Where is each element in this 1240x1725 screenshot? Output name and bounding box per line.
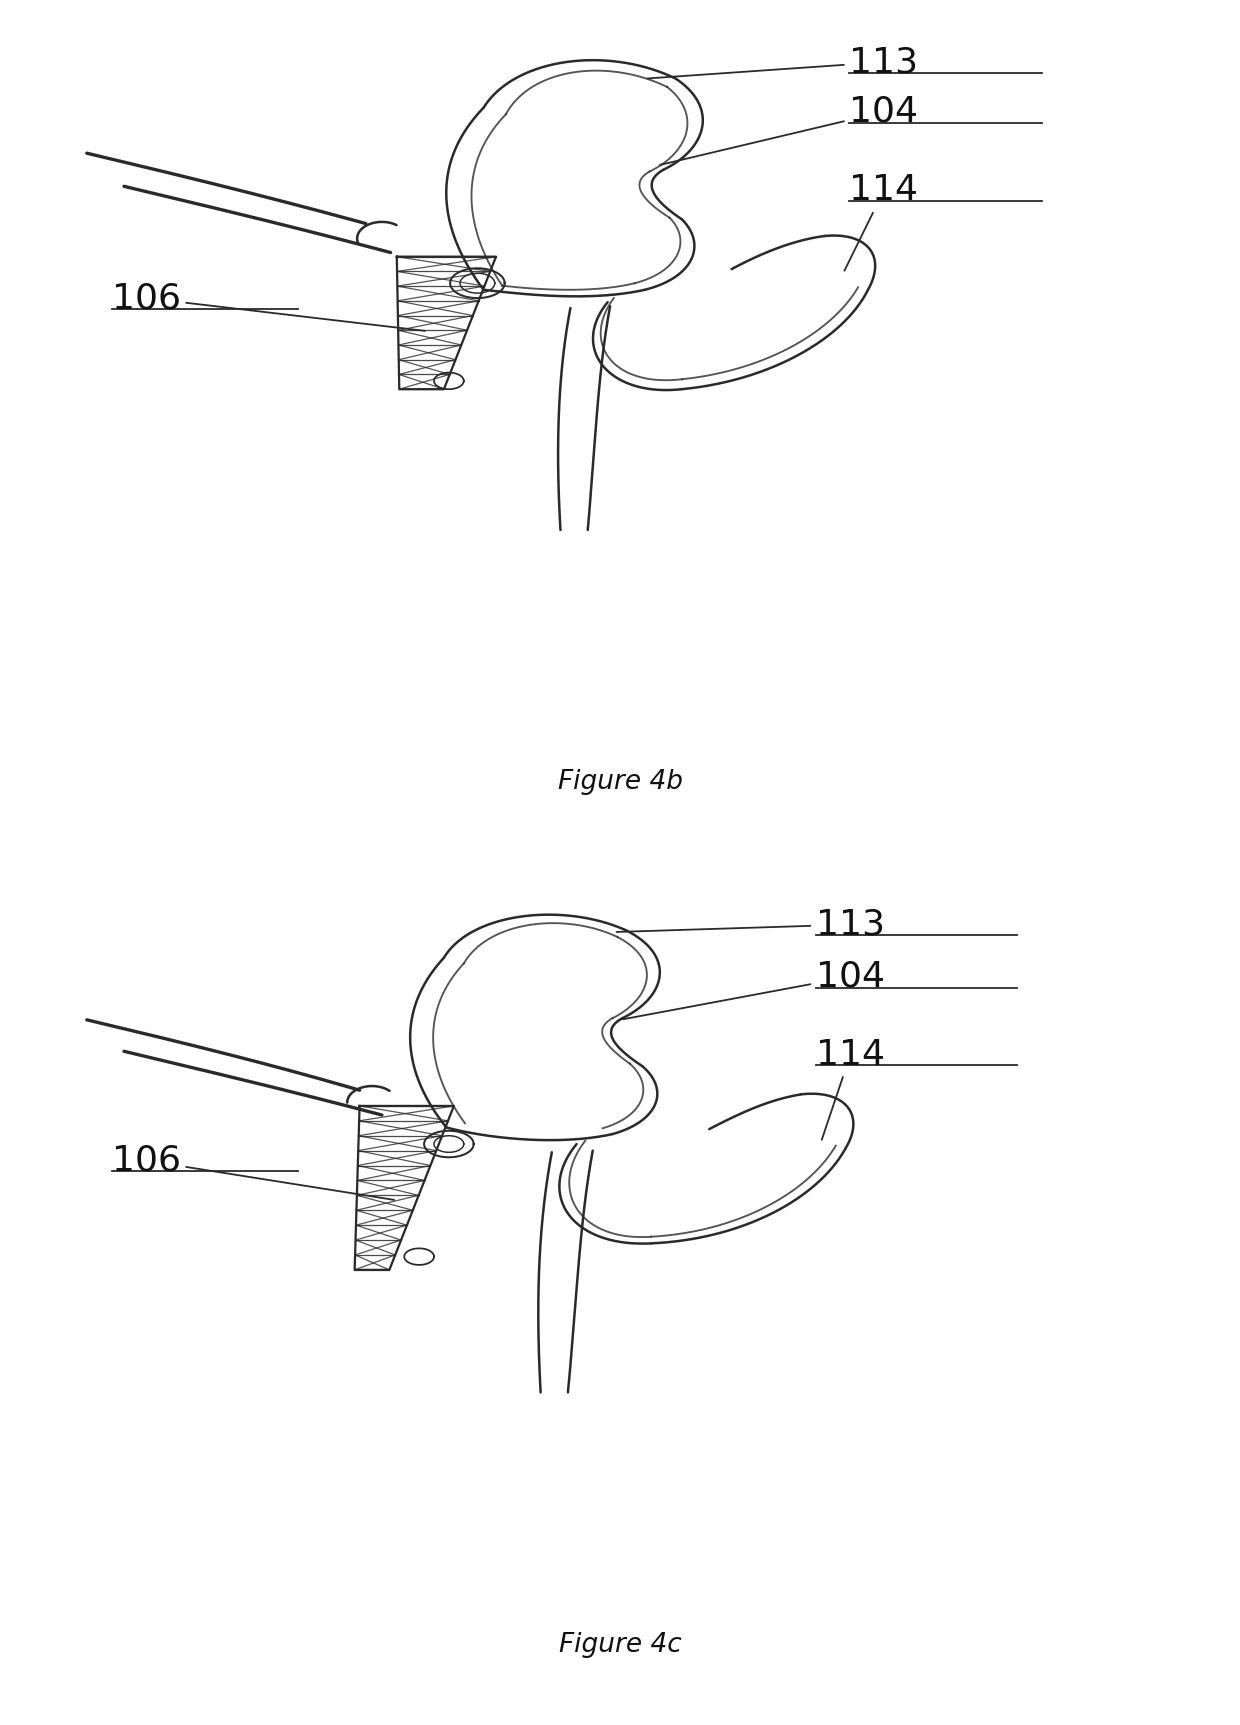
Text: 114: 114 bbox=[844, 174, 919, 271]
Text: 113: 113 bbox=[647, 45, 919, 79]
Text: Figure 4b: Figure 4b bbox=[558, 769, 682, 795]
Text: Figure 4c: Figure 4c bbox=[559, 1632, 681, 1658]
Text: 104: 104 bbox=[622, 959, 885, 1019]
Text: 104: 104 bbox=[660, 95, 919, 166]
Text: 114: 114 bbox=[816, 1038, 885, 1140]
Text: 113: 113 bbox=[616, 907, 885, 942]
Text: 106: 106 bbox=[112, 281, 425, 331]
Text: 106: 106 bbox=[112, 1144, 394, 1201]
